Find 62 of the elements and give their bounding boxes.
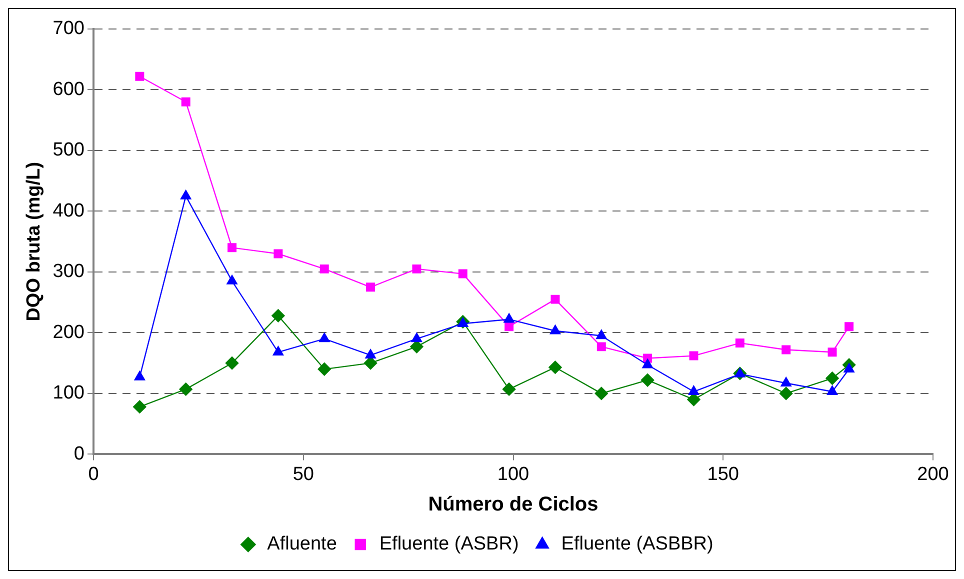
- point: [319, 332, 330, 342]
- legend-label: Afluente: [267, 534, 337, 555]
- point: [594, 386, 608, 400]
- point: [411, 332, 422, 342]
- point: [226, 274, 238, 284]
- x-tick-label: 200: [917, 464, 949, 485]
- point: [135, 72, 144, 81]
- point: [826, 372, 839, 385]
- point: [779, 386, 793, 400]
- point: [320, 264, 329, 274]
- legend-label: Efluente (ASBR): [379, 534, 519, 555]
- point: [735, 338, 744, 348]
- point: [826, 386, 838, 395]
- point: [181, 97, 190, 106]
- y-tick-label: 500: [52, 140, 84, 161]
- point: [134, 370, 146, 380]
- point: [844, 322, 854, 332]
- point: [318, 362, 331, 376]
- x-tick-label: 150: [707, 464, 739, 485]
- point: [272, 309, 285, 322]
- y-tick-label: 600: [52, 78, 84, 100]
- point: [502, 382, 516, 396]
- point: [688, 386, 700, 395]
- point: [734, 368, 746, 378]
- point: [596, 342, 606, 352]
- point: [780, 377, 792, 386]
- point: [689, 351, 698, 360]
- point: [458, 269, 468, 278]
- point: [504, 322, 514, 332]
- point: [179, 382, 192, 396]
- x-tick-label: 100: [497, 464, 530, 485]
- y-axis-title: DQO bruta (mg/L): [24, 162, 45, 322]
- point: [180, 190, 192, 200]
- point: [225, 356, 239, 370]
- point: [782, 345, 791, 354]
- point: [228, 243, 237, 252]
- point: [642, 358, 653, 368]
- point: [828, 348, 837, 357]
- point: [844, 363, 854, 373]
- point: [133, 400, 146, 414]
- point: [410, 340, 424, 354]
- point: [272, 346, 284, 356]
- x-tick-label: 0: [88, 464, 99, 485]
- y-tick-label: 300: [52, 261, 84, 282]
- point: [274, 249, 283, 258]
- legend-label: Efluente (ASBBR): [561, 534, 714, 555]
- x-axis-title: Número de Ciclos: [428, 494, 598, 516]
- point: [365, 349, 376, 359]
- x-tick-label: 50: [292, 464, 314, 485]
- point: [504, 313, 514, 323]
- point: [548, 360, 562, 374]
- y-tick-label: 100: [52, 382, 84, 404]
- y-tick-label: 0: [74, 443, 84, 464]
- point: [640, 373, 654, 387]
- y-tick-label: 700: [52, 18, 84, 40]
- point: [550, 324, 561, 334]
- y-tick-label: 400: [52, 200, 84, 222]
- y-tick-label: 200: [52, 322, 84, 343]
- point: [550, 294, 560, 304]
- point: [596, 330, 607, 340]
- point: [412, 264, 422, 274]
- point: [366, 282, 376, 292]
